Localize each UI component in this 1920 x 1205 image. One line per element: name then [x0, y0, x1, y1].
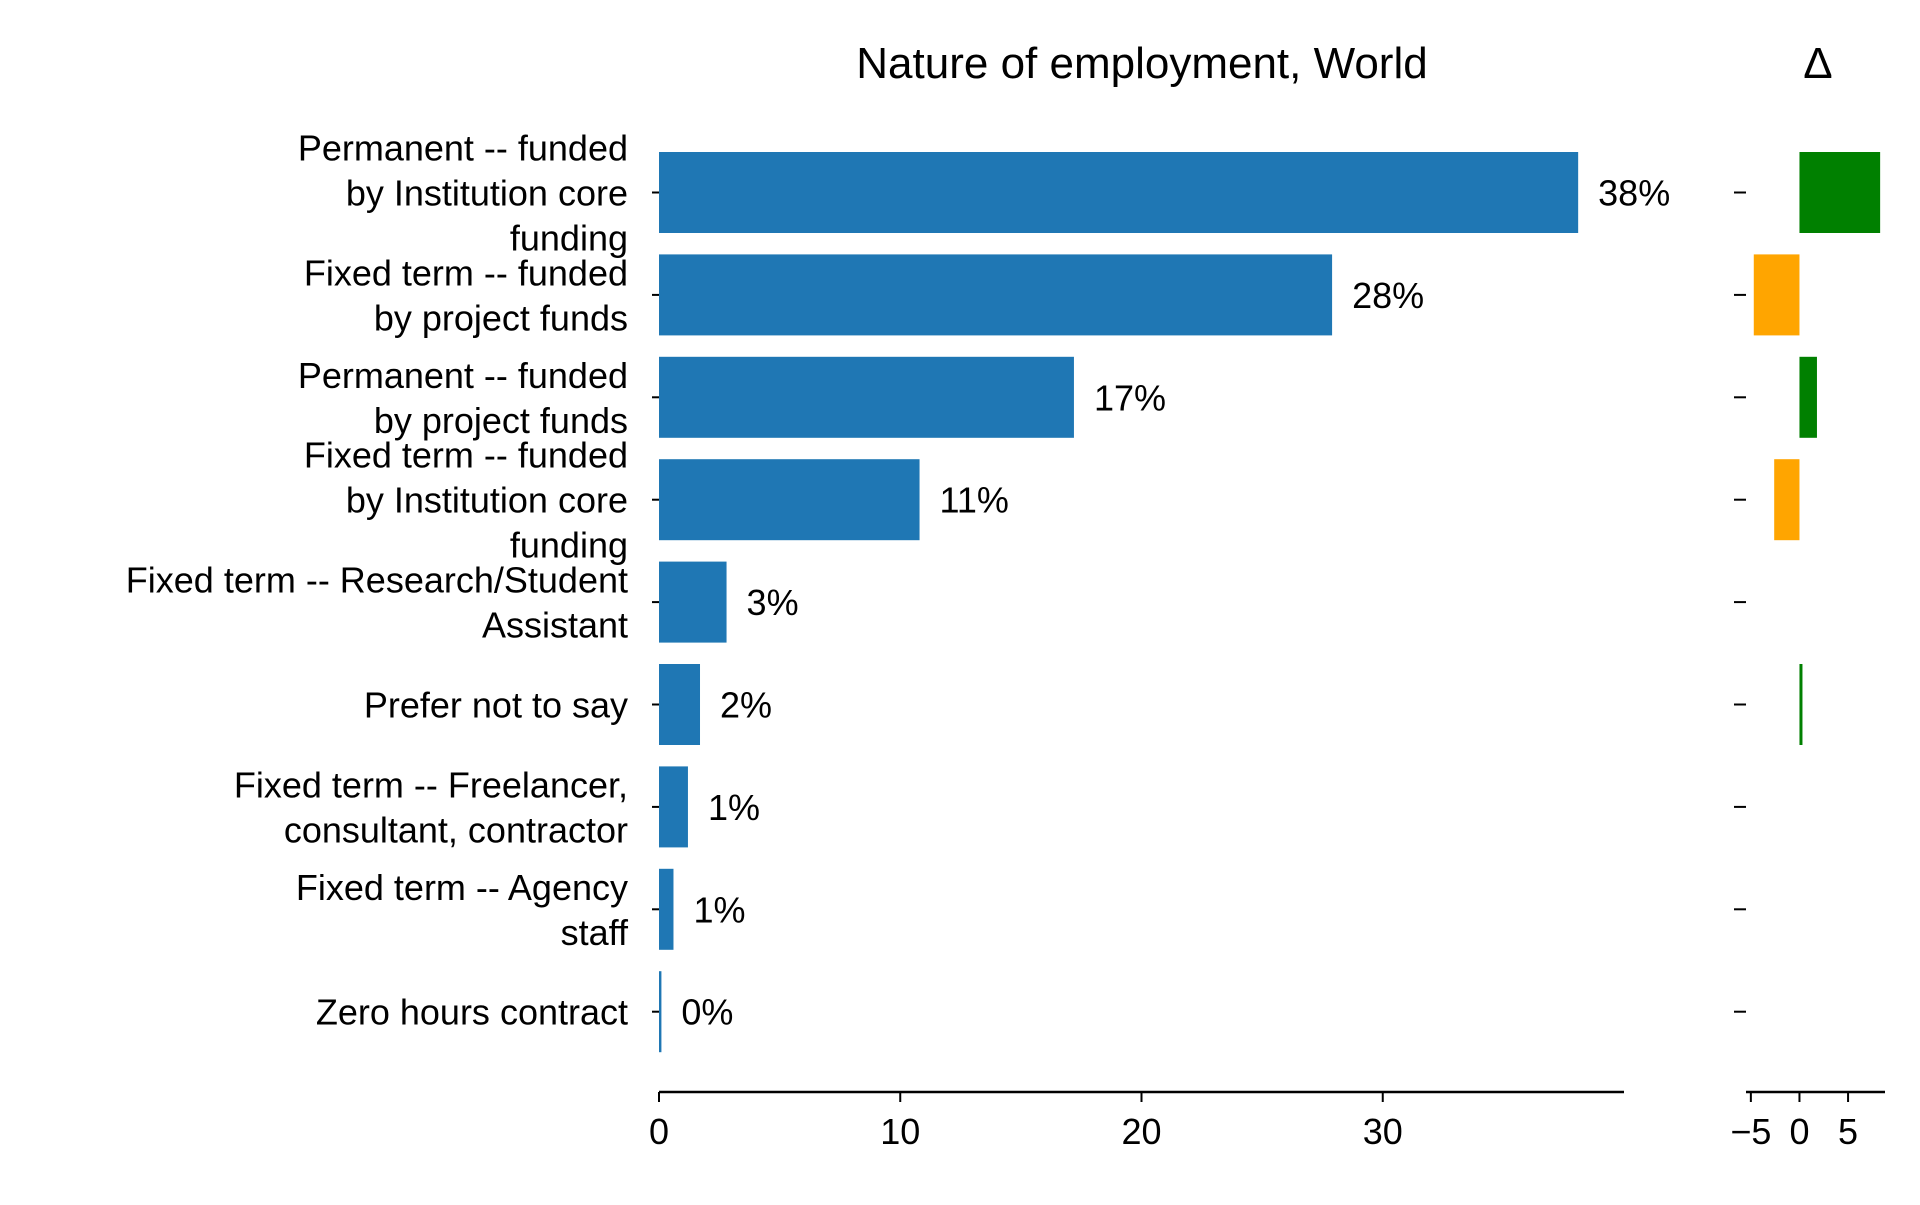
main-chart-title: Nature of employment, World	[856, 39, 1427, 88]
data-label-3: 11%	[940, 480, 1009, 521]
category-label-1: Fixed term -- funded by project funds	[304, 252, 628, 338]
bar-2	[659, 356, 1074, 438]
bar-1	[659, 254, 1333, 336]
category-label-2: Permanent -- funded by project funds	[298, 355, 628, 441]
bar-7	[659, 868, 674, 950]
data-label-7: 1%	[693, 889, 745, 930]
delta-x-tick-label-1: 0	[1789, 1111, 1809, 1152]
bar-5	[659, 664, 701, 745]
data-label-1: 28%	[1352, 275, 1424, 316]
delta-x-tick-label-0: −5	[1730, 1111, 1771, 1152]
delta-bar-5	[1799, 664, 1803, 745]
delta-bar-2	[1799, 356, 1817, 438]
x-tick-label-0: 0	[649, 1111, 669, 1152]
category-label-0: Permanent -- funded by Institution core fu…	[298, 128, 628, 259]
bar-3	[659, 459, 920, 541]
delta-bar-3	[1774, 459, 1800, 541]
category-label-4: Fixed term -- Research/Student Assistant	[126, 560, 628, 646]
category-label-8: Zero hours contract	[316, 992, 628, 1033]
category-label-5: Prefer not to say	[364, 685, 628, 726]
data-label-8: 0%	[681, 992, 733, 1033]
x-tick-label-3: 30	[1363, 1111, 1403, 1152]
delta-x-tick-label-2: 5	[1838, 1111, 1858, 1152]
data-label-5: 2%	[720, 685, 772, 726]
bar-4	[659, 561, 727, 643]
x-tick-label-2: 20	[1121, 1111, 1161, 1152]
data-label-4: 3%	[747, 582, 799, 623]
x-tick-label-1: 10	[880, 1111, 920, 1152]
category-label-3: Fixed term -- funded by Institution core f…	[304, 435, 628, 566]
bar-6	[659, 766, 688, 848]
bar-0	[659, 152, 1579, 233]
data-label-6: 1%	[708, 787, 760, 828]
main-plot-area: 38% Permanent -- funded by Institution cor…	[126, 128, 1670, 1153]
data-label-2: 17%	[1094, 377, 1166, 418]
data-label-0: 38%	[1598, 173, 1670, 214]
category-label-7: Fixed term -- Agency staff	[296, 867, 629, 953]
delta-chart-title: Δ	[1803, 39, 1832, 88]
delta-bar-0	[1799, 152, 1881, 233]
delta-plot-area: −5 0 5	[1730, 152, 1885, 1152]
bar-8	[659, 971, 662, 1053]
delta-bar-1	[1753, 254, 1800, 336]
category-label-6: Fixed term -- Freelancer, consultant, con…	[234, 764, 628, 850]
